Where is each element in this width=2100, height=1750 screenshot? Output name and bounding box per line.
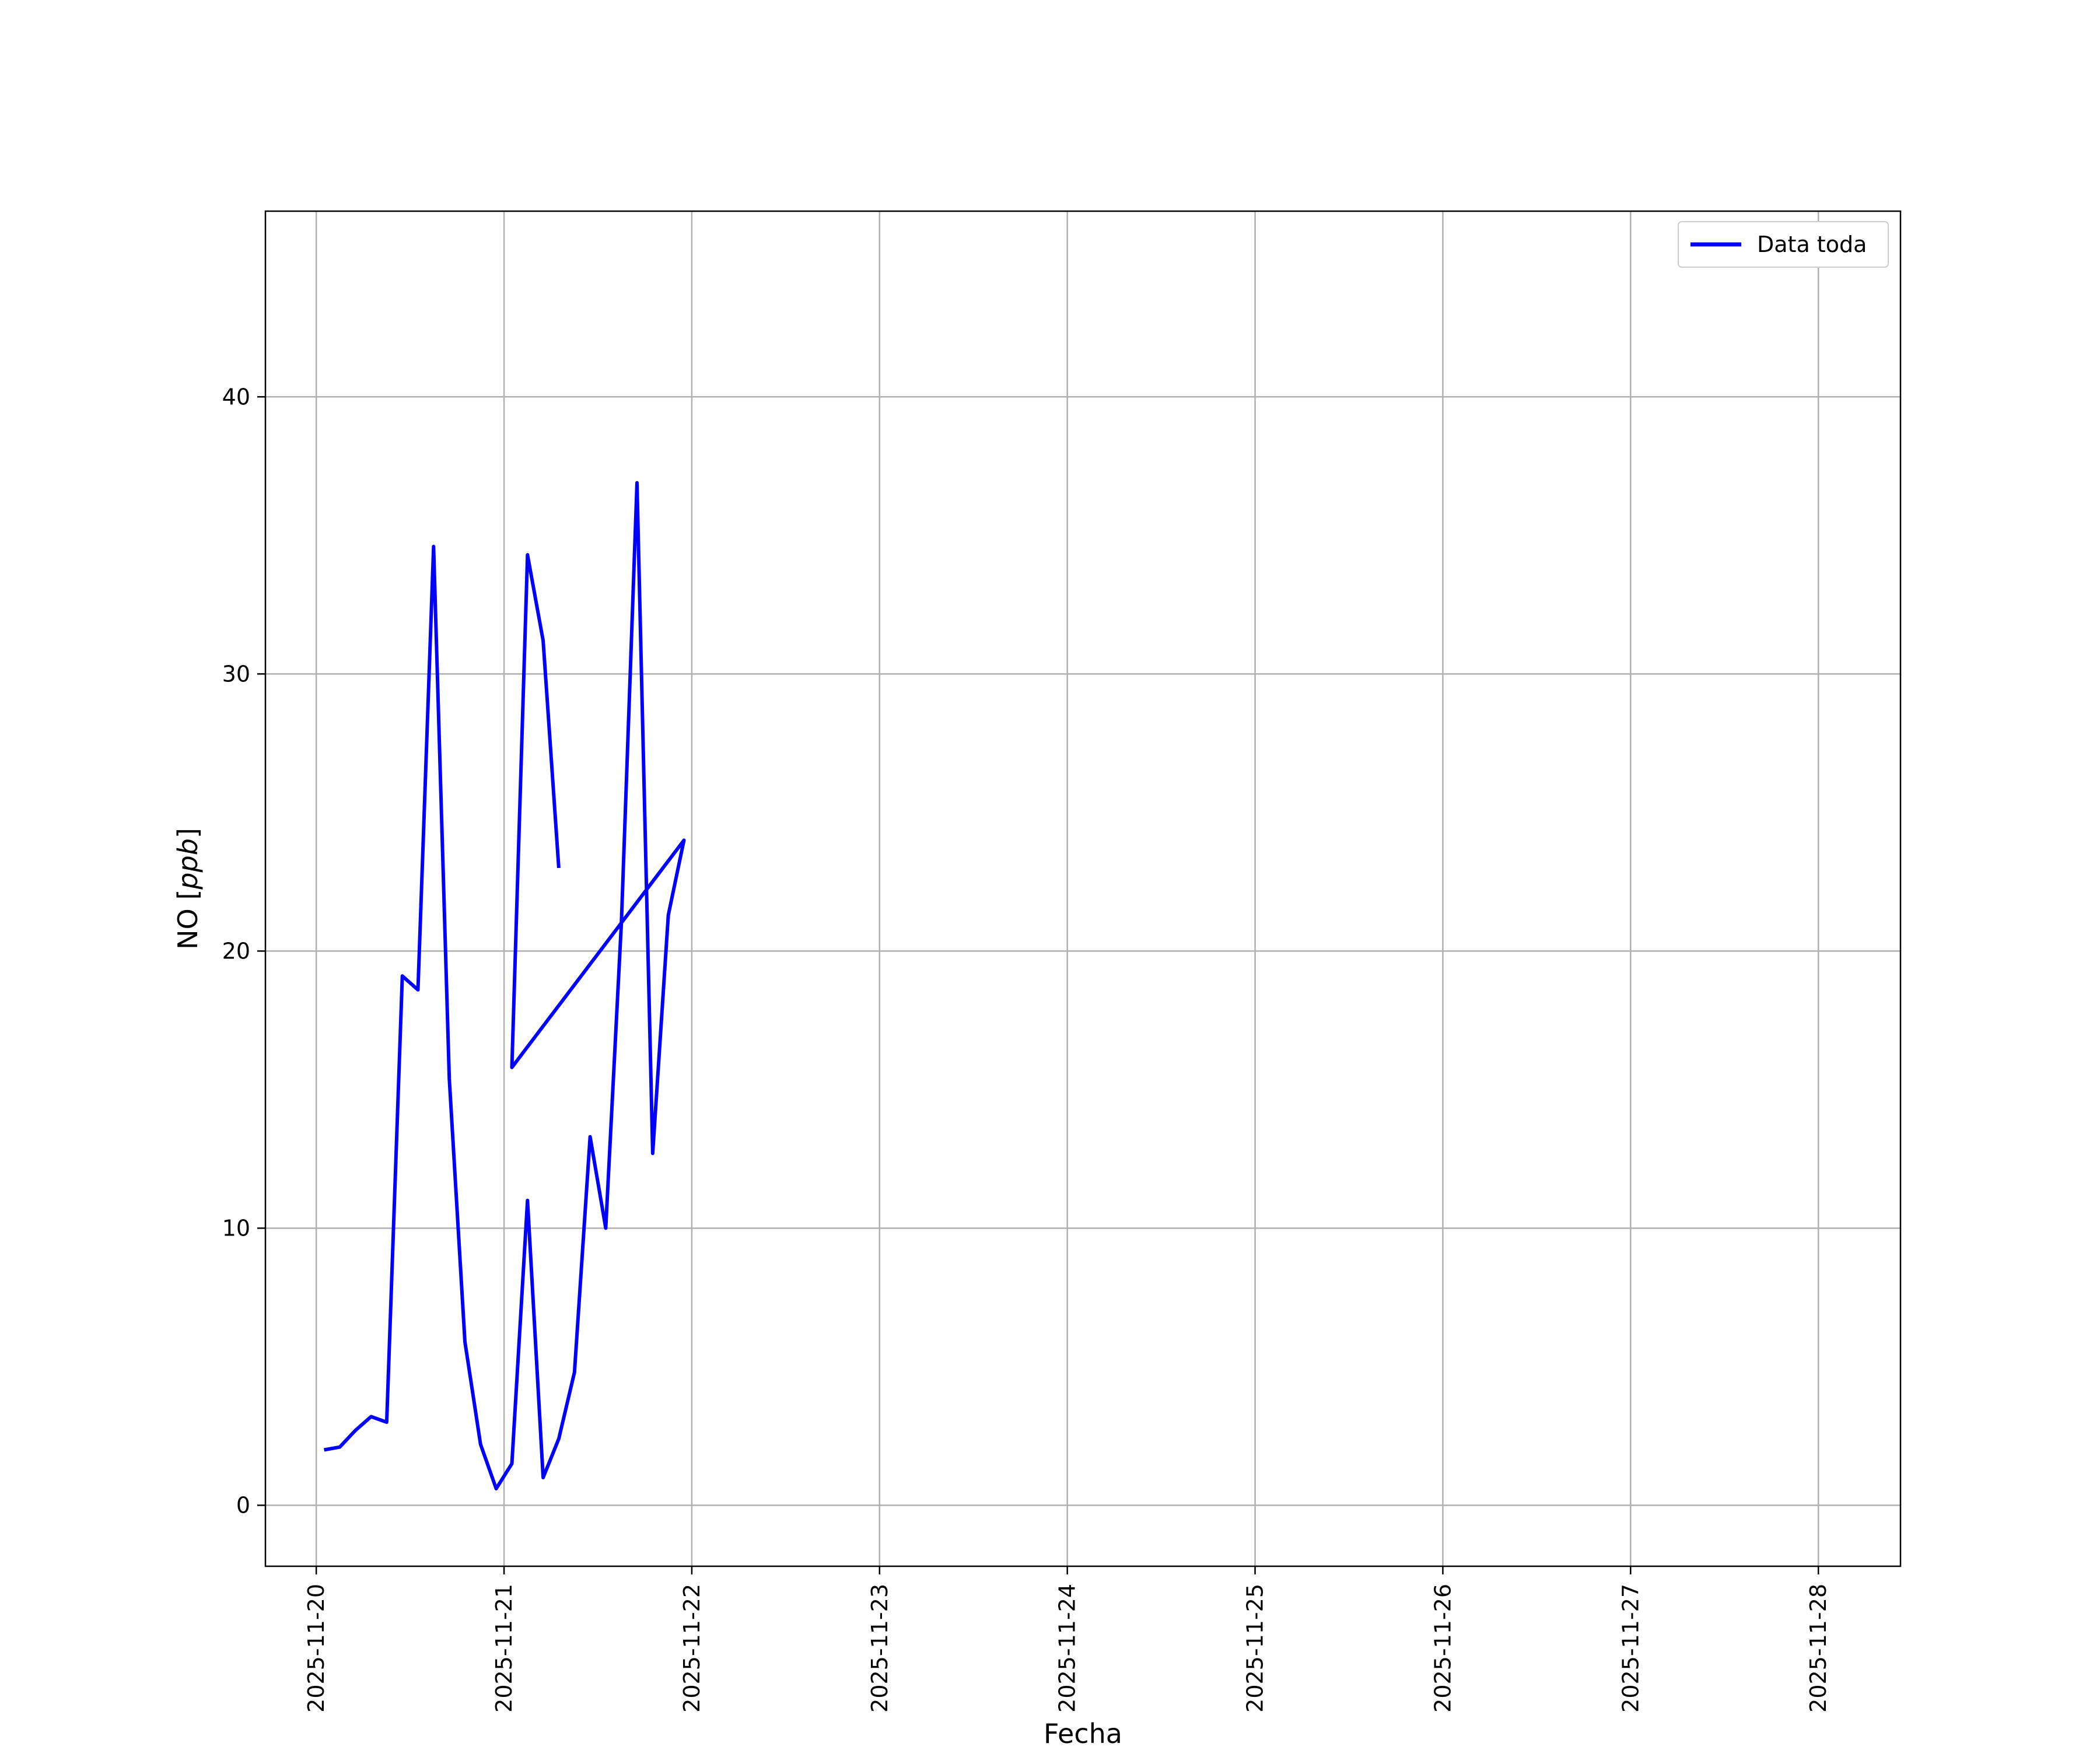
x-tick-label-2025-11-23: 2025-11-23 [867,1584,892,1713]
y-tick-label-0: 0 [236,1492,250,1518]
x-tick-label-2025-11-22: 2025-11-22 [679,1584,705,1713]
y-tick-label-20: 20 [222,938,250,964]
legend-box [1678,221,1889,268]
y-axis-label-close: ] [172,828,204,838]
y-tick-label-30: 30 [222,661,250,687]
x-tick-label-2025-11-27: 2025-11-27 [1618,1584,1643,1713]
series-lines [324,481,686,1490]
gridlines [265,211,1901,1566]
plot-frame [264,210,1902,1567]
y-axis-label: NO [ppb] [172,828,204,950]
y-axis-label-main: NO [ [172,890,204,950]
x-tick-label-2025-11-21: 2025-11-21 [491,1584,517,1713]
y-tick-label-10: 10 [222,1215,250,1241]
series-line-segment-0 [324,481,686,1490]
x-tick-label-2025-11-28: 2025-11-28 [1805,1584,1831,1713]
y-tick-label-40: 40 [222,384,250,410]
x-axis-label: Fecha [1044,1718,1122,1749]
x-axis-ticks: 2025-11-20 2025-11-21 2025-11-22 2025-11-23… [303,1566,1831,1713]
legend: Data toda [1678,221,1889,268]
y-axis-ticks: 0 10 20 30 40 [222,384,265,1518]
legend-label-data-toda: Data toda [1757,232,1867,257]
x-tick-label-2025-11-20: 2025-11-20 [303,1584,329,1713]
x-tick-label-2025-11-25: 2025-11-25 [1242,1584,1268,1713]
y-axis-label-unit: ppb [172,838,204,890]
x-tick-label-2025-11-26: 2025-11-26 [1430,1584,1455,1713]
x-tick-label-2025-11-24: 2025-11-24 [1055,1584,1080,1713]
